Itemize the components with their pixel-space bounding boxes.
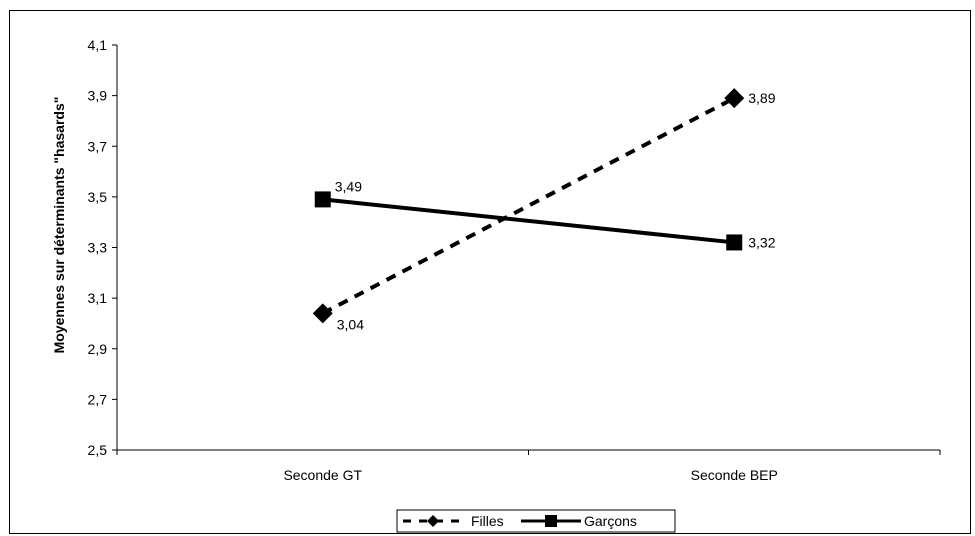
x-ticks: Seconde GT Seconde BEP	[117, 450, 940, 483]
y-tick-label: 3,7	[88, 138, 108, 154]
series-layer: 3,04 3,89 3,49 3,32	[313, 88, 776, 332]
y-tick-label: 3,1	[88, 290, 108, 306]
point-marker-square	[315, 191, 331, 207]
data-label: 3,49	[335, 178, 362, 194]
y-tick-label: 2,5	[88, 442, 108, 458]
y-tick-label: 3,3	[88, 240, 108, 256]
point-marker-diamond	[313, 303, 333, 323]
legend-label-garcons: Garçons	[584, 513, 637, 529]
legend-marker-square	[545, 515, 557, 527]
y-tick-label: 3,5	[88, 189, 108, 205]
y-tick-label: 2,9	[88, 341, 108, 357]
y-tick-label: 4,1	[88, 37, 108, 53]
y-tick-label: 2,7	[88, 391, 108, 407]
y-ticks: 2,5 2,7 2,9 3,1 3,3 3,5 3,7 3,9 4,1	[88, 37, 117, 458]
legend-label-filles: Filles	[471, 513, 504, 529]
series-filles: 3,04 3,89	[313, 88, 776, 332]
y-axis-title: Moyennes sur déterminants "hasards"	[51, 97, 67, 354]
x-tick-label: Seconde BEP	[691, 467, 778, 483]
series-line-garçons	[323, 199, 735, 242]
series-garçons: 3,49 3,32	[315, 178, 776, 250]
point-marker-square	[726, 234, 742, 250]
data-label: 3,32	[748, 234, 775, 250]
data-label: 3,89	[748, 90, 775, 106]
y-tick-label: 3,9	[88, 88, 108, 104]
point-marker-diamond	[724, 88, 744, 108]
legend: Filles Garçons	[397, 510, 675, 532]
axes	[117, 45, 940, 450]
data-label: 3,04	[337, 316, 364, 332]
x-tick-label: Seconde GT	[283, 467, 362, 483]
